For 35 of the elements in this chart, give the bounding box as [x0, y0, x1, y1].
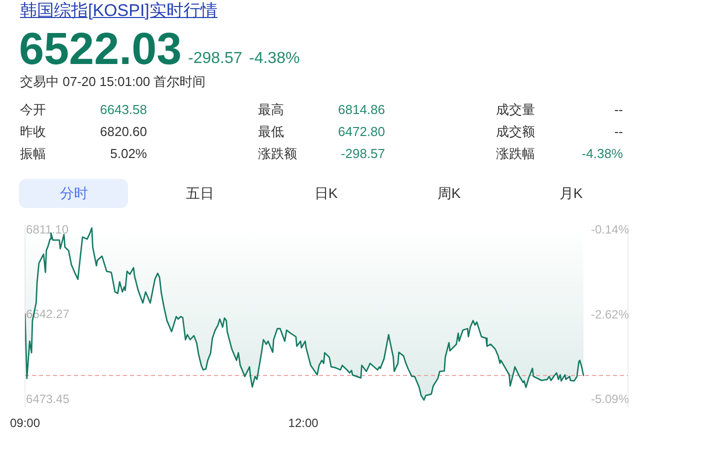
text: 最高 — [258, 102, 284, 118]
y2-tick-label: -0.14% — [590, 222, 630, 236]
text: 周K — [436, 184, 462, 202]
text: 日K — [313, 184, 339, 202]
y2-tick-label: -2.62% — [590, 307, 630, 322]
text: 今开 — [20, 102, 46, 118]
chart-title: 韩国综指[KOSPI]实时行情 — [20, 0, 218, 21]
text: 涨跌额 — [258, 146, 297, 162]
x-tick-label: 09:00 — [10, 416, 40, 430]
x-tick-label: 12:00 — [288, 416, 319, 430]
text: 月K — [558, 184, 584, 202]
text: 成交额 — [496, 124, 535, 140]
text: 振幅 — [20, 146, 46, 162]
text: 6472.80 — [338, 124, 385, 140]
text: -298.57 — [340, 146, 385, 162]
y-tick-label: 6811.10 — [26, 222, 69, 236]
text: -- — [614, 124, 623, 140]
text: 成交量 — [496, 102, 535, 118]
text: -- — [614, 102, 623, 118]
text: 五日 — [185, 184, 215, 202]
text: -4.38% — [249, 48, 300, 68]
text: -298.57 — [188, 48, 242, 68]
text: 5.02% — [110, 146, 147, 162]
text: 分时 — [59, 184, 89, 202]
text: 6643.58 — [100, 102, 147, 118]
text: 涨跌幅 — [496, 146, 535, 162]
text: 6522.03 — [19, 22, 182, 75]
text: 6820.60 — [100, 124, 147, 140]
y-tick-label: 6473.45 — [26, 392, 70, 406]
text: -4.38% — [582, 146, 623, 162]
text: 昨收 — [20, 124, 46, 140]
text: 最低 — [258, 124, 284, 140]
text: 6814.86 — [338, 102, 385, 118]
y2-tick-label: -5.09% — [590, 392, 630, 406]
text: 交易中 07-20 15:01:00 首尔时间 — [20, 74, 206, 90]
